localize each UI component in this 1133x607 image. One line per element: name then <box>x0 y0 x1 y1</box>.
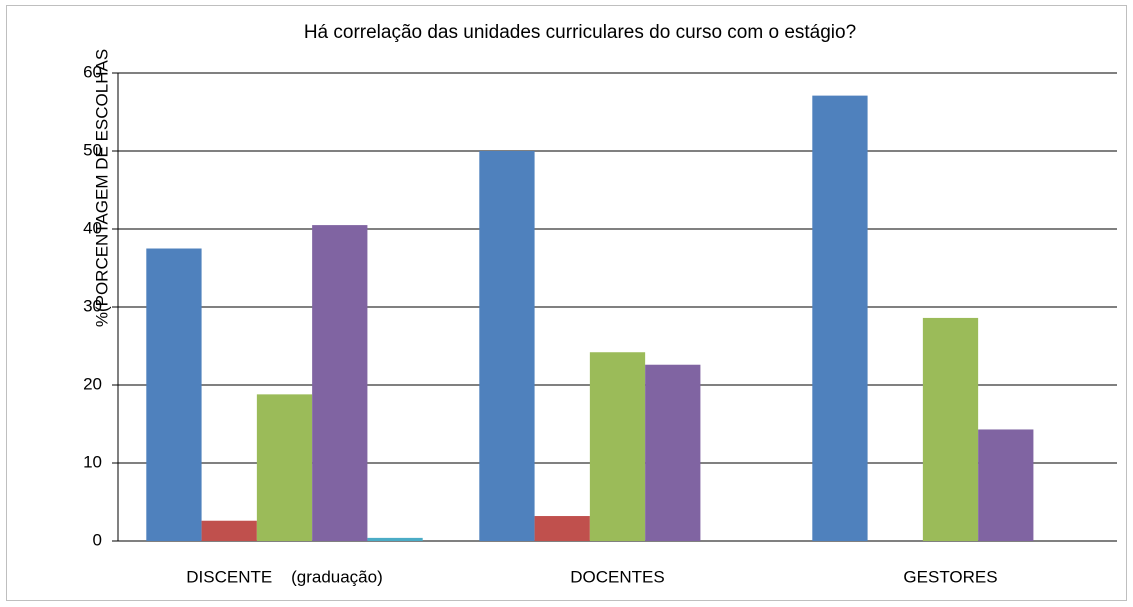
bar <box>922 317 979 541</box>
bar <box>812 95 868 542</box>
bar <box>479 151 535 541</box>
bar <box>534 516 590 541</box>
y-axis-label: %(PORCENTAGEM DE ESCOLHAS <box>92 49 111 327</box>
y-tick-label: 30 <box>83 296 102 315</box>
chart-title: Há correlação das unidades curriculares … <box>304 22 856 43</box>
y-tick-label: 20 <box>83 374 102 393</box>
bar <box>201 520 257 541</box>
x-tick-label: DOCENTES <box>570 567 664 586</box>
bar <box>312 225 368 541</box>
x-tick-label: GESTORES <box>903 567 997 586</box>
y-tick-label: 40 <box>83 218 102 237</box>
bar <box>367 537 423 541</box>
y-tick-label: 10 <box>83 452 102 471</box>
y-tick-label: 0 <box>93 530 102 549</box>
bar <box>589 352 646 541</box>
bar <box>645 364 701 541</box>
y-tick-label: 50 <box>83 140 102 159</box>
y-tick-label: 60 <box>83 62 102 81</box>
x-tick-label: DISCENTE (graduação) <box>186 567 383 586</box>
bar <box>146 248 202 541</box>
bar <box>256 394 313 541</box>
bar <box>978 429 1034 541</box>
